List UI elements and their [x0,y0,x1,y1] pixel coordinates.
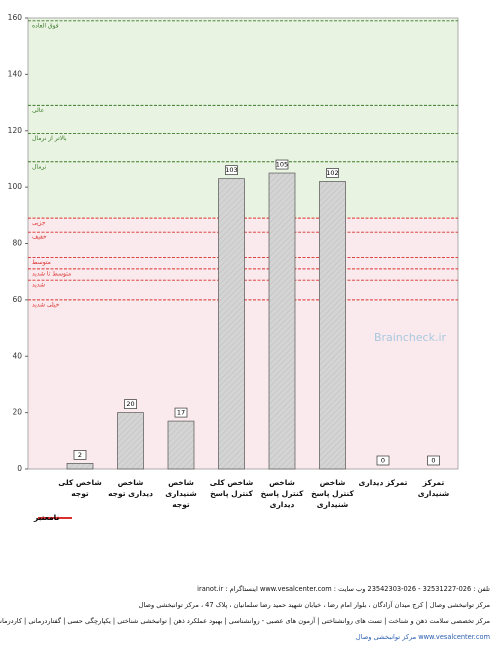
reference-label: متوسط تا شدید [32,270,71,277]
reference-label: عالی [32,107,44,114]
y-tick-label: 120 [8,126,23,135]
bar [218,178,245,470]
x-tick-label: شاخص کنترل پاسخ شنیداری [311,478,354,509]
value-box [174,407,188,418]
x-tick-label: شاخص شنیداری توجه [165,478,197,509]
reference-label: خفیف [32,234,47,241]
x-tick-label: شاخص کلی توجه [58,478,102,498]
value-label: 0 [381,457,385,465]
y-tick-label: 140 [8,69,23,78]
footer-line: تلفن : 026-32531227 - 026-23542303 وب سا… [197,585,490,593]
value-label: 102 [326,169,338,177]
y-tick-label: 80 [12,239,22,248]
value-label: 103 [225,166,237,174]
value-label: 0 [431,457,435,465]
footer-line: www.vesalcenter.com مرکز توانبخشی وصال [355,633,490,641]
y-tick-label: 40 [12,351,22,360]
y-tick-label: 0 [17,464,22,473]
reference-label: بالاتر از نرمال [32,135,67,142]
value-box [376,455,390,466]
bar [117,412,144,470]
bar [66,463,94,470]
x-tick-label: شاخص کنترل پاسخ دیداری [260,478,304,509]
value-label: 105 [276,161,288,169]
value-label: 17 [177,409,185,417]
watermark: Braincheck.ir [374,331,447,344]
value-box [275,159,289,170]
y-tick-label: 20 [12,408,22,417]
legend-label: نامعتبر [33,513,59,522]
bar [167,420,195,470]
y-tick-label: 160 [8,13,23,22]
value-box [73,450,87,460]
reference-label: نرمال [32,163,47,170]
reference-label: جزیی [32,220,46,227]
reference-label: شدید [32,282,45,289]
value-box [225,165,238,176]
x-tick-label: شاخص کلی کنترل پاسخ [209,478,254,498]
reference-label: متوسط [32,259,51,266]
value-box [326,168,339,178]
footer-line: مرکز توانبخشی وصال | کرج میدان آزادگان ،… [138,601,490,609]
y-tick-label: 60 [12,295,22,304]
x-tick-label: تمرکز شنیداری [417,478,450,498]
footer-line: مرکز تخصصی سلامت ذهن و شناخت | تست های ر… [0,617,490,625]
y-tick-label: 100 [8,182,23,191]
value-label: 2 [78,451,82,459]
value-box [427,455,440,466]
x-tick-label: شاخص دیداری توجه [108,478,153,498]
bar [268,172,296,470]
value-box [124,399,137,409]
reference-label: خیلی شدید [32,301,60,308]
x-tick-label: تمرکز دیداری [358,478,408,487]
reference-label: فوق العاده [32,22,59,29]
bar [319,181,346,470]
value-label: 20 [126,400,134,408]
